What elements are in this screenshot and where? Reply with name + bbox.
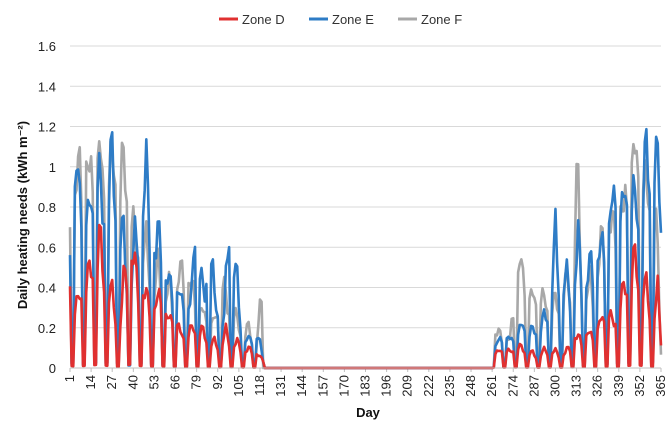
x-tick-label: 27: [104, 375, 119, 389]
x-tick-label: 261: [484, 375, 499, 397]
legend: Zone D Zone E Zone F: [219, 12, 462, 27]
x-tick-label: 209: [400, 375, 415, 397]
gridlines: [70, 45, 661, 329]
x-tick-label: 274: [505, 375, 520, 397]
y-tick-label: 1.4: [38, 79, 56, 94]
x-tick-label: 66: [168, 375, 183, 389]
y-tick-label: 1: [49, 160, 56, 175]
x-axis-title: Day: [356, 405, 381, 420]
x-tick-label: 365: [653, 375, 668, 397]
y-axis-title: Daily heating needs (kWh m⁻²): [15, 121, 30, 309]
x-tick-label: 105: [231, 375, 246, 397]
x-tick-label: 79: [189, 375, 204, 389]
legend-label-zone-e: Zone E: [332, 12, 374, 27]
x-tick-label: 157: [315, 375, 330, 397]
x-tick-label: 1: [62, 375, 77, 382]
y-axis-ticks: 0 0.2 0.4 0.6 0.8 1 1.2 1.4 1.6: [38, 39, 56, 376]
x-tick-label: 144: [294, 375, 309, 397]
x-tick-label: 53: [146, 375, 161, 389]
legend-item-zone-d: Zone D: [219, 12, 285, 27]
legend-item-zone-f: Zone F: [398, 12, 462, 27]
x-tick-label: 170: [336, 375, 351, 397]
x-tick-label: 326: [590, 375, 605, 397]
x-tick-label: 196: [379, 375, 394, 397]
x-tick-label: 118: [252, 375, 267, 396]
y-tick-label: 0.8: [38, 200, 56, 215]
legend-item-zone-e: Zone E: [309, 12, 374, 27]
x-tick-label: 248: [463, 375, 478, 397]
x-axis-ticks: 1 14 27 40 53 66 79 92 105 118 131 144 157 170 183 196 2…: [62, 368, 668, 397]
x-tick-label: 313: [569, 375, 584, 397]
x-tick-label: 339: [611, 375, 626, 397]
x-tick-label: 131: [273, 375, 288, 397]
x-tick-label: 14: [83, 375, 98, 389]
y-tick-label: 1.6: [38, 39, 56, 54]
x-tick-label: 300: [547, 375, 562, 397]
x-tick-label: 287: [526, 375, 541, 397]
x-tick-label: 183: [358, 375, 373, 397]
x-tick-label: 92: [210, 375, 225, 389]
y-tick-label: 0.2: [38, 321, 56, 336]
y-tick-label: 0.6: [38, 240, 56, 255]
legend-label-zone-d: Zone D: [242, 12, 285, 27]
x-tick-label: 40: [125, 375, 140, 389]
y-tick-label: 1.2: [38, 120, 56, 135]
x-tick-label: 222: [421, 375, 436, 397]
legend-label-zone-f: Zone F: [421, 12, 462, 27]
x-tick-label: 352: [632, 375, 647, 397]
y-tick-label: 0: [49, 361, 56, 376]
x-tick-label: 235: [442, 375, 457, 397]
y-tick-label: 0.4: [38, 281, 56, 296]
